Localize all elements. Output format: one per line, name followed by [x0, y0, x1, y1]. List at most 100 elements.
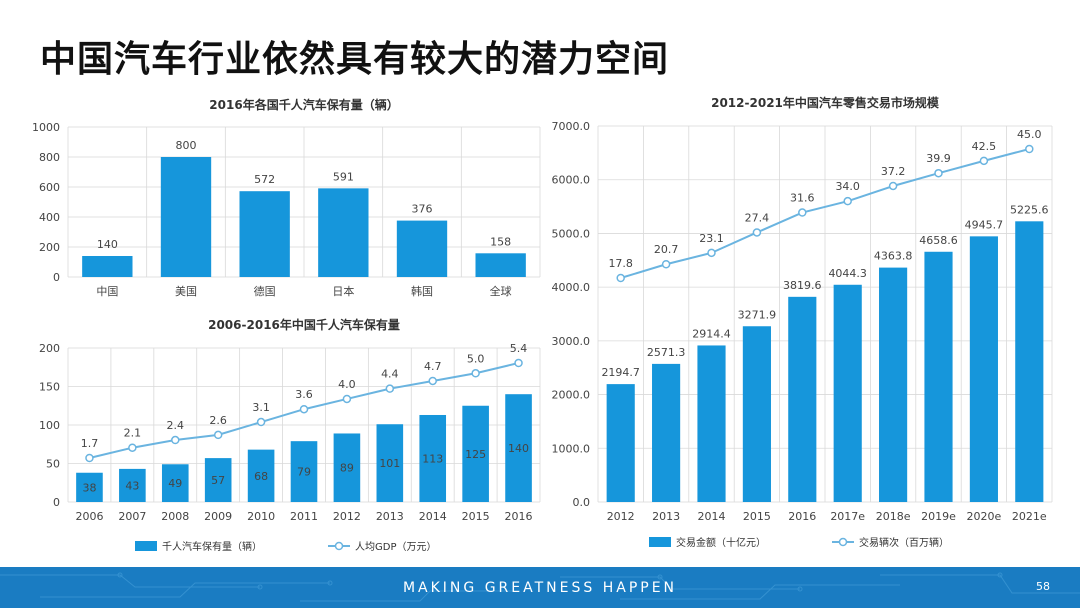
x-tick-label: 2014 [698, 510, 726, 523]
slide-title: 中国汽车行业依然具有较大的潜力空间 [40, 39, 670, 80]
x-tick-label: 2012 [607, 510, 635, 523]
line-value-label: 3.1 [252, 401, 270, 414]
bar-value-label: 376 [412, 203, 433, 216]
line-value-label: 2.6 [209, 414, 227, 427]
y-tick-label: 3000.0 [552, 335, 591, 348]
bar [505, 394, 532, 502]
bar [419, 414, 447, 502]
x-tick-label: 2015 [743, 510, 771, 523]
y-tick-label: 5000.0 [552, 227, 591, 240]
bar-value-label: 140 [97, 238, 118, 251]
bar [879, 267, 908, 502]
bar [606, 384, 635, 502]
x-tick-label: 韩国 [411, 284, 433, 298]
line-point [171, 435, 180, 445]
chart-title: 2016年各国千人汽车保有量（辆） [209, 97, 398, 112]
line-value-label: 3.6 [295, 388, 313, 401]
bar-value-label: 572 [254, 173, 275, 186]
x-tick-label: 2013 [652, 510, 680, 523]
line-point [979, 156, 989, 166]
line-value-label: 4.7 [424, 360, 442, 373]
bar [76, 472, 103, 502]
bar [396, 220, 448, 277]
bar-value-label: 125 [465, 448, 486, 461]
bar-value-label: 89 [340, 462, 354, 475]
bar-value-label: 800 [176, 139, 197, 152]
legend-line-label: 人均GDP（万元） [355, 541, 436, 553]
bar-value-label: 49 [168, 477, 182, 490]
x-tick-label: 2011 [290, 510, 318, 523]
line-value-label: 20.7 [654, 243, 679, 256]
legend-bar-label: 千人汽车保有量（辆） [162, 540, 262, 553]
line-value-label: 2.1 [124, 427, 142, 440]
x-tick-label: 2019e [921, 510, 956, 523]
bar [652, 363, 681, 502]
bar-value-label: 140 [508, 442, 529, 455]
bar [969, 236, 998, 502]
y-tick-label: 1000.0 [552, 442, 591, 455]
chart-3-svg: 2012-2021年中国汽车零售交易市场规模 0.0 1000.0 2000.0 300… [552, 95, 1053, 549]
x-tick-label: 2009 [204, 510, 232, 523]
y-tick-label: 200 [39, 241, 60, 254]
line-value-label: 4.0 [338, 378, 356, 391]
line-point [843, 196, 852, 206]
bar [742, 326, 771, 502]
y-tick-label: 150 [39, 381, 60, 394]
y-tick-label: 800 [39, 151, 60, 164]
line-point [798, 208, 807, 217]
line-value-label: 17.8 [608, 257, 633, 270]
chart-car-ownership-by-country: 2016年各国千人汽车保有量（辆） 0 200 400 600 800 1000 中国 美国 德国… [22, 92, 546, 312]
x-tick-label: 2013 [376, 510, 404, 523]
bar [788, 296, 817, 502]
line-point [707, 248, 716, 258]
line-point [128, 443, 137, 452]
bar-value-label: 2194.7 [601, 366, 640, 379]
x-tick-label: 2014 [419, 510, 447, 523]
bar-value-label: 43 [125, 479, 139, 492]
line-point [934, 168, 943, 178]
legend-bar-swatch [135, 541, 157, 551]
line-point [661, 259, 671, 269]
line-point [342, 394, 352, 404]
x-tick-label: 2021e [1012, 510, 1047, 523]
bar [376, 424, 404, 502]
bar [697, 345, 726, 502]
y-tick-label: 0 [53, 496, 60, 509]
y-tick-label: 100 [39, 419, 60, 432]
x-tick-label: 2006 [75, 510, 103, 523]
x-tick-label: 日本 [332, 284, 354, 298]
legend-bar-swatch [649, 537, 671, 547]
bar [239, 191, 290, 277]
line-point [428, 376, 437, 386]
bar [462, 405, 489, 502]
line-value-label: 5.4 [510, 342, 528, 355]
line-value-label: 37.2 [881, 165, 906, 178]
x-tick-label: 德国 [254, 284, 276, 298]
y-tick-label: 4000.0 [552, 281, 591, 294]
bar-value-label: 113 [422, 452, 443, 465]
line-point [256, 417, 266, 427]
line-value-label: 1.7 [81, 437, 99, 450]
line-point [752, 228, 762, 237]
line-value-label: 23.1 [699, 232, 724, 245]
bar [247, 449, 275, 502]
chart-title: 2012-2021年中国汽车零售交易市场规模 [711, 95, 940, 110]
bar-value-label: 79 [297, 466, 311, 479]
bar-value-label: 101 [379, 457, 400, 470]
bar [161, 464, 189, 502]
line-series-path [620, 148, 1030, 279]
bar-value-label: 5225.6 [1010, 203, 1049, 216]
bar-value-label: 38 [82, 481, 96, 494]
bar [204, 458, 232, 502]
y-tick-label: 1000 [32, 121, 60, 134]
line-point [616, 273, 625, 283]
circuit-pattern [0, 572, 1080, 602]
bar-value-label: 591 [333, 170, 354, 183]
footer-band: MAKING GREATNESS HAPPEN 58 [0, 567, 1080, 608]
chart-china-ownership-trend: 2006-2016年中国千人汽车保有量 0 50 100 150 200 2006 2007 2… [22, 312, 546, 562]
line-point [385, 384, 395, 393]
x-tick-label: 2020e [967, 510, 1002, 523]
line-point [1025, 144, 1034, 154]
chart-2-svg: 2006-2016年中国千人汽车保有量 0 50 100 150 200 2006 2007 2… [39, 317, 541, 553]
bar [333, 433, 361, 502]
